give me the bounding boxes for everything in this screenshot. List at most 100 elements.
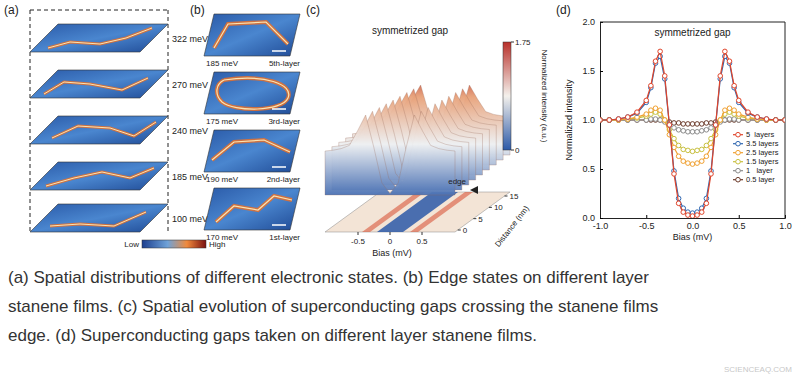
tick — [458, 230, 461, 231]
series-point — [653, 106, 658, 111]
series-point — [704, 154, 709, 159]
series-point — [773, 118, 778, 123]
series-point — [644, 112, 649, 117]
series-point — [672, 126, 677, 131]
figure: (a)322 meV270 meV240 meV185 meV100 meVLo… — [0, 0, 800, 376]
legend-marker — [736, 177, 741, 182]
series-point — [755, 115, 760, 120]
tick-label: -0.5 — [639, 221, 655, 231]
edge-map — [204, 130, 300, 172]
tick — [489, 207, 492, 208]
tick — [473, 218, 476, 219]
tick — [390, 232, 391, 235]
scale-bar — [272, 108, 286, 110]
series-line — [600, 108, 785, 164]
edge-marker — [470, 186, 478, 194]
tick: -0.5 — [639, 215, 655, 231]
edge-feature — [52, 122, 156, 138]
layer-label: 3rd-layer — [268, 117, 300, 126]
series-point — [704, 121, 709, 126]
series-point — [667, 123, 672, 128]
energy-label: 240 meV — [172, 126, 208, 136]
series-point — [773, 118, 778, 123]
watermark: SCIENCEAQ.COM — [724, 365, 792, 374]
panel-label: (c) — [306, 3, 320, 17]
edge-feature — [217, 78, 289, 109]
series-point — [681, 128, 686, 133]
series-point — [723, 118, 728, 123]
series-point — [607, 118, 612, 123]
tick-mark — [646, 215, 647, 218]
series-point — [690, 162, 695, 167]
legend-marker — [736, 132, 741, 137]
tick: 1.0 — [582, 115, 603, 125]
series-point — [695, 148, 700, 153]
series-point — [709, 136, 714, 141]
caption-line: edge. (d) Superconducting gaps taken on … — [8, 326, 537, 345]
tick-mark — [739, 215, 740, 218]
series-point — [755, 115, 760, 120]
series-point — [690, 149, 695, 154]
map-layer — [30, 116, 168, 144]
panel-label: (a) — [4, 3, 19, 17]
tick-label: 0.0 — [687, 221, 700, 231]
series-point — [635, 111, 640, 116]
series-point — [699, 122, 704, 127]
map-image — [30, 116, 168, 144]
series-point — [727, 117, 732, 122]
energy-label: 190 meV — [206, 175, 239, 184]
energy-label: 100 meV — [172, 214, 208, 224]
series-point — [699, 159, 704, 164]
series-point — [699, 210, 704, 215]
tick: 2.0 — [582, 17, 603, 27]
map-image — [30, 204, 168, 232]
layer-label: 5th-layer — [269, 59, 300, 68]
edge-feature — [46, 168, 154, 186]
series-point — [607, 118, 612, 123]
dashed-guide — [30, 10, 168, 11]
series-point — [616, 117, 621, 122]
series-point — [723, 108, 728, 113]
tick-label: 0.5 — [582, 164, 595, 174]
series-point — [607, 118, 612, 123]
series-point — [686, 213, 691, 218]
series-point — [616, 118, 621, 123]
series-point — [764, 117, 769, 122]
series-point — [764, 118, 769, 123]
surface-strip — [325, 115, 455, 195]
series-point — [736, 112, 741, 117]
colorbar-title: Normalized intensity (a.u.) — [540, 50, 549, 143]
floor-stripe — [362, 192, 425, 232]
map-layer — [30, 204, 168, 232]
series-point — [658, 118, 663, 123]
series-point — [600, 118, 602, 123]
tick-mark — [600, 218, 603, 219]
series-point — [713, 123, 718, 128]
series-point — [662, 74, 667, 79]
panel-title: symmetrized gap — [372, 25, 449, 36]
legend-entry: 0.5 layer — [746, 175, 775, 184]
colorbar — [503, 42, 511, 150]
map-image — [30, 24, 168, 52]
series-point — [676, 143, 681, 148]
series-point — [649, 118, 654, 123]
series-point — [764, 118, 769, 123]
series-point — [658, 118, 663, 123]
panel-label: (b) — [190, 3, 205, 17]
series-point — [718, 118, 723, 123]
edge-feature — [212, 140, 290, 160]
tick-mark — [600, 169, 603, 170]
tick: 0.5 — [733, 215, 746, 231]
edge-feature — [212, 140, 290, 160]
series-point — [662, 118, 667, 123]
caption-line: stanene films. (c) Spatial evolution of … — [8, 297, 658, 316]
series-point — [746, 111, 751, 116]
series-point — [704, 201, 709, 206]
panel-d: (d)-1.0-0.50.00.51.00.00.51.01.52.0Norma… — [556, 3, 792, 242]
edge-feature — [50, 212, 146, 226]
series-point — [732, 108, 737, 113]
legend-marker — [736, 141, 741, 146]
edge-map — [204, 14, 300, 56]
series-point — [676, 201, 681, 206]
series-point — [616, 118, 621, 123]
